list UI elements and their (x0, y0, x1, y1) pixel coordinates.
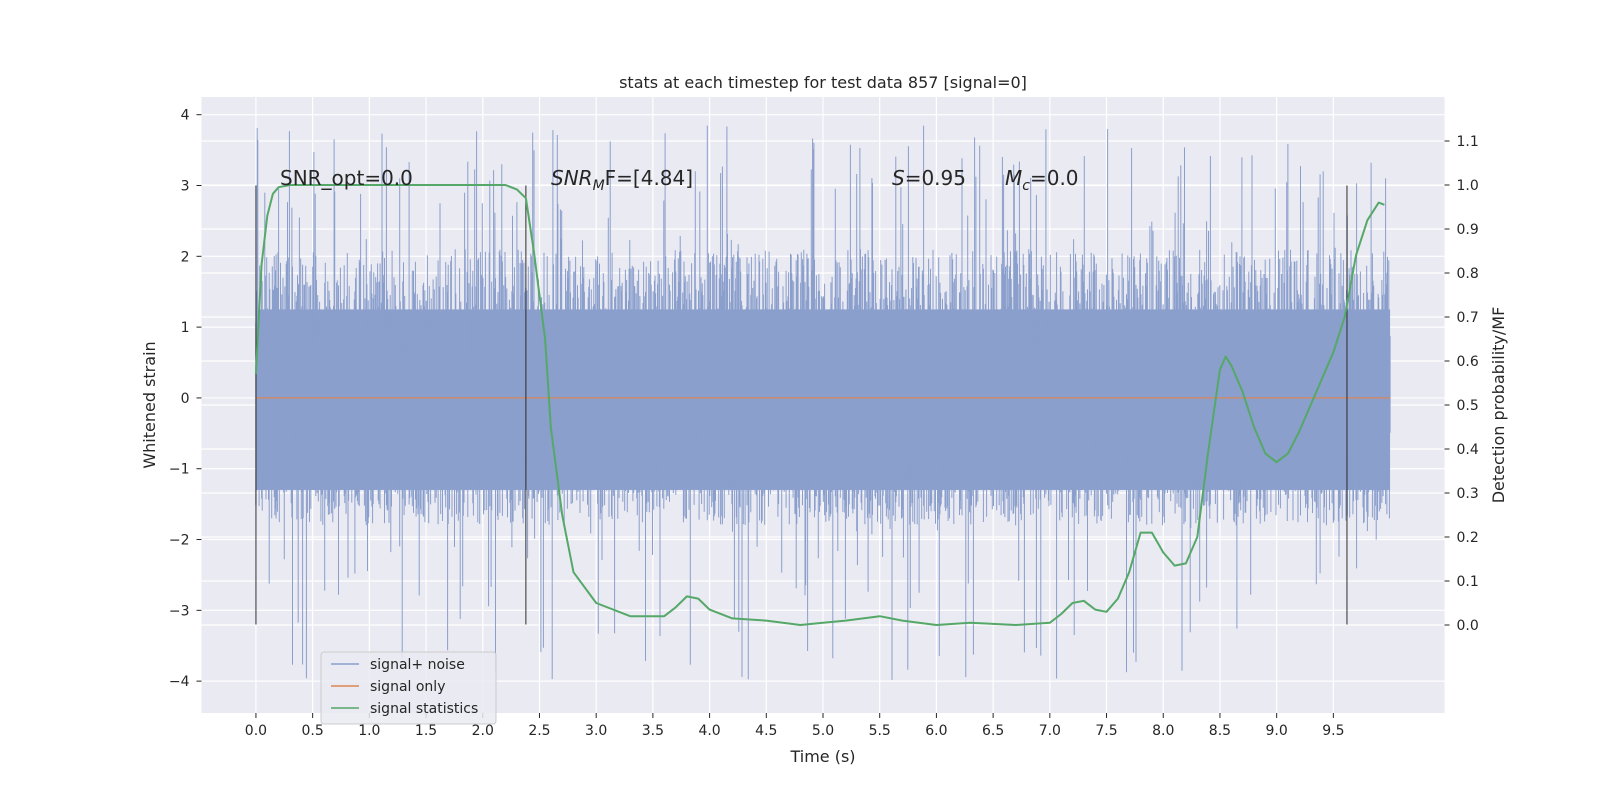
left-y-axis-label: Whitened strain (140, 341, 159, 468)
right-y-tick-label: 0.5 (1457, 398, 1479, 414)
x-tick-label: 5.5 (869, 723, 891, 739)
x-tick-label: 0.5 (302, 723, 324, 739)
right-y-tick-label: 0.7 (1457, 310, 1479, 326)
legend-box (320, 651, 497, 725)
signal-statistics-series (254, 184, 1385, 626)
x-ticks: 0.0 0.5 1.0 1.5 2.0 2.5 3.0 3.5 4.0 4.5 5.0 5.5 6.0 6… (245, 713, 1344, 739)
x-tick-label: 4.0 (698, 723, 720, 739)
legend-label-signal-statistics: signal statistics (370, 701, 478, 717)
mc-rest: =0.0 (1030, 166, 1079, 190)
x-tick-label: 6.0 (925, 723, 947, 739)
left-y-tick-label: 2 (181, 249, 190, 265)
snr-mf-rest: F=[4.84] (605, 166, 693, 190)
left-y-tick-label: −1 (169, 462, 190, 478)
legend: signal+ noise signal only signal statist… (320, 651, 497, 725)
x-tick-label: 8.0 (1152, 723, 1174, 739)
right-y-tick-label: 0.0 (1457, 618, 1479, 634)
left-y-tick-label: −3 (169, 603, 190, 619)
snr-mf-main: SNR (551, 166, 593, 190)
legend-label-signal-noise: signal+ noise (370, 657, 465, 673)
snr-mf-sub: M (593, 178, 605, 194)
x-tick-label: 7.5 (1095, 723, 1117, 739)
snr-mf-annotation: SNRMF=[4.84] (551, 166, 693, 194)
right-y-tick-label: 1.0 (1457, 178, 1479, 194)
left-y-tick-label: 4 (181, 108, 190, 124)
mc-annotation: Mc=0.0 (1005, 166, 1079, 194)
x-tick-label: 2.5 (528, 723, 550, 739)
legend-label-signal-only: signal only (370, 679, 445, 695)
left-y-tick-label: −4 (169, 674, 190, 690)
right-y-tick-label: 0.4 (1457, 442, 1479, 458)
x-tick-label: 3.5 (642, 723, 664, 739)
x-tick-label: 9.0 (1266, 723, 1288, 739)
right-y-tick-label: 0.8 (1457, 266, 1479, 282)
x-tick-label: 9.5 (1322, 723, 1344, 739)
x-tick-label: 1.5 (415, 723, 437, 739)
right-y-tick-label: 0.2 (1457, 530, 1479, 546)
left-y-tick-label: 0 (181, 391, 190, 407)
x-tick-label: 0.0 (245, 723, 267, 739)
x-tick-label: 1.0 (358, 723, 380, 739)
x-tick-label: 5.0 (812, 723, 834, 739)
right-y-tick-label: 0.1 (1457, 574, 1479, 590)
signal-noise-series (255, 125, 1391, 680)
s-main: S (892, 166, 905, 190)
x-tick-label: 4.5 (755, 723, 777, 739)
snr-opt-annotation: SNR_opt=0.0 (280, 166, 413, 190)
right-y-ticks: 1.1 1.0 0.9 0.8 0.7 0.6 0.5 0.4 0.3 0.2 0.1 0.0 (1444, 134, 1479, 634)
x-tick-label: 8.5 (1209, 723, 1231, 739)
x-axis-label: Time (s) (789, 747, 855, 766)
left-y-ticks: 4 3 2 1 0 −1 −2 −3 −4 (169, 108, 202, 690)
chart-title: stats at each timestep for test data 857… (619, 73, 1027, 92)
signal-statistics-line (254, 184, 1385, 626)
right-y-tick-label: 0.3 (1457, 486, 1479, 502)
right-y-axis-label: Detection probability/MF (1489, 307, 1508, 504)
x-tick-label: 2.0 (472, 723, 494, 739)
left-y-tick-label: 1 (181, 320, 190, 336)
vertical-markers (255, 185, 1348, 625)
right-y-tick-label: 0.9 (1457, 222, 1479, 238)
x-tick-label: 6.5 (982, 723, 1004, 739)
s-rest: =0.95 (905, 166, 966, 190)
right-y-tick-label: 1.1 (1457, 134, 1479, 150)
right-y-tick-label: 0.6 (1457, 354, 1479, 370)
x-tick-label: 7.0 (1039, 723, 1061, 739)
x-tick-label: 3.0 (585, 723, 607, 739)
left-y-tick-label: −2 (169, 533, 190, 549)
mc-sub: c (1022, 178, 1030, 194)
mc-main: M (1005, 166, 1022, 190)
s-annotation: S=0.95 (892, 166, 966, 190)
left-y-tick-label: 3 (181, 179, 190, 195)
